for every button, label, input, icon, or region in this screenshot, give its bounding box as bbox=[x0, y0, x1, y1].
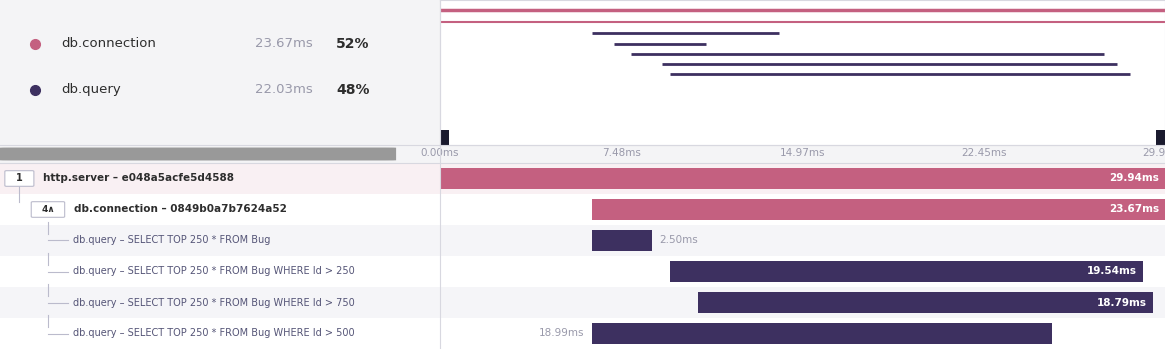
Text: db.query – SELECT TOP 250 * FROM Bug WHERE Id > 500: db.query – SELECT TOP 250 * FROM Bug WHE… bbox=[72, 328, 354, 339]
Bar bbox=[440, 131, 449, 145]
Bar bbox=[0, 287, 440, 318]
Text: 23.67ms: 23.67ms bbox=[1109, 205, 1159, 215]
Text: 29.94ms: 29.94ms bbox=[1109, 173, 1159, 184]
Bar bbox=[592, 199, 1165, 220]
Bar bbox=[440, 256, 1165, 287]
Text: 19.54ms: 19.54ms bbox=[1087, 267, 1137, 276]
Text: 2.50ms: 2.50ms bbox=[659, 236, 698, 245]
Text: db.query – SELECT TOP 250 * FROM Bug WHERE Id > 250: db.query – SELECT TOP 250 * FROM Bug WHE… bbox=[72, 267, 354, 276]
Text: 4∧: 4∧ bbox=[41, 205, 55, 214]
Text: 52%: 52% bbox=[336, 37, 369, 51]
Bar bbox=[440, 194, 1165, 225]
Bar bbox=[440, 287, 1165, 318]
Bar bbox=[670, 261, 1143, 282]
Bar bbox=[592, 230, 652, 251]
Bar bbox=[1157, 131, 1165, 145]
Text: db.query: db.query bbox=[62, 83, 121, 96]
FancyBboxPatch shape bbox=[5, 171, 34, 186]
Text: db.connection – 0849b0a7b7624a52: db.connection – 0849b0a7b7624a52 bbox=[73, 205, 287, 215]
Text: 1: 1 bbox=[16, 173, 23, 184]
Text: 23.67ms: 23.67ms bbox=[255, 37, 312, 50]
Text: db.connection: db.connection bbox=[62, 37, 156, 50]
Bar bbox=[698, 292, 1153, 313]
Bar bbox=[0, 225, 440, 256]
Text: 22.03ms: 22.03ms bbox=[255, 83, 312, 96]
Text: 18.99ms: 18.99ms bbox=[539, 328, 585, 339]
Bar bbox=[440, 318, 1165, 349]
Bar bbox=[0, 256, 440, 287]
Text: db.query – SELECT TOP 250 * FROM Bug WHERE Id > 750: db.query – SELECT TOP 250 * FROM Bug WHE… bbox=[72, 297, 354, 307]
Text: 48%: 48% bbox=[336, 83, 369, 97]
FancyBboxPatch shape bbox=[31, 202, 65, 217]
Text: db.query – SELECT TOP 250 * FROM Bug: db.query – SELECT TOP 250 * FROM Bug bbox=[72, 236, 270, 245]
Bar bbox=[0, 194, 440, 225]
Bar bbox=[440, 168, 1165, 190]
FancyBboxPatch shape bbox=[0, 148, 396, 161]
Text: http.server – e048a5acfe5d4588: http.server – e048a5acfe5d4588 bbox=[43, 173, 234, 184]
Bar bbox=[0, 318, 440, 349]
Bar bbox=[592, 322, 1052, 344]
Text: 18.79ms: 18.79ms bbox=[1096, 297, 1146, 307]
Bar bbox=[440, 163, 1165, 194]
Bar bbox=[440, 225, 1165, 256]
Bar bbox=[0, 163, 440, 194]
